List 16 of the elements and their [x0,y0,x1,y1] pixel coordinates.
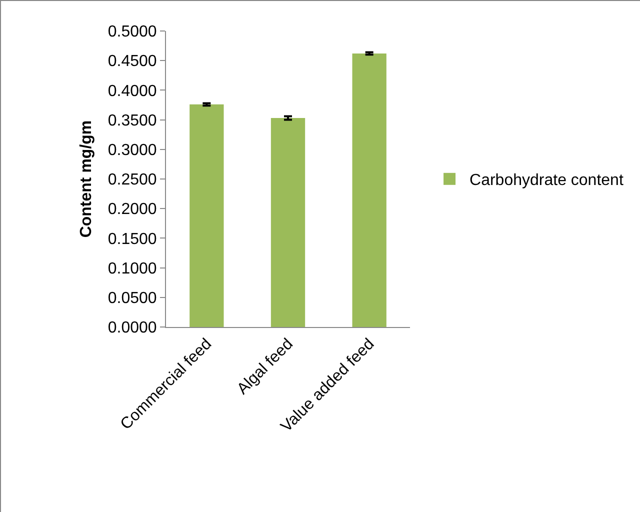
y-tick-label: 0.1500 [108,230,157,248]
bar [352,54,386,327]
bar [190,104,224,327]
y-tick-label: 0.4500 [108,53,157,70]
y-axis-title: Content mg/gm [78,120,95,238]
y-tick-label: 0.2000 [108,201,157,218]
y-tick-label: 0.1000 [108,260,157,278]
y-tick-label: 0.3500 [108,112,157,130]
y-tick-label: 0.3000 [108,142,157,159]
y-tick-label: 0.2500 [108,172,157,189]
y-tick-label: 0.4000 [108,82,157,100]
legend-label: Carbohydrate content [470,172,624,190]
bar [270,118,306,327]
y-tick-label: 0.5000 [108,24,157,41]
y-tick-label: 0.0500 [108,290,157,307]
y-tick-label: 0.0000 [108,320,157,337]
